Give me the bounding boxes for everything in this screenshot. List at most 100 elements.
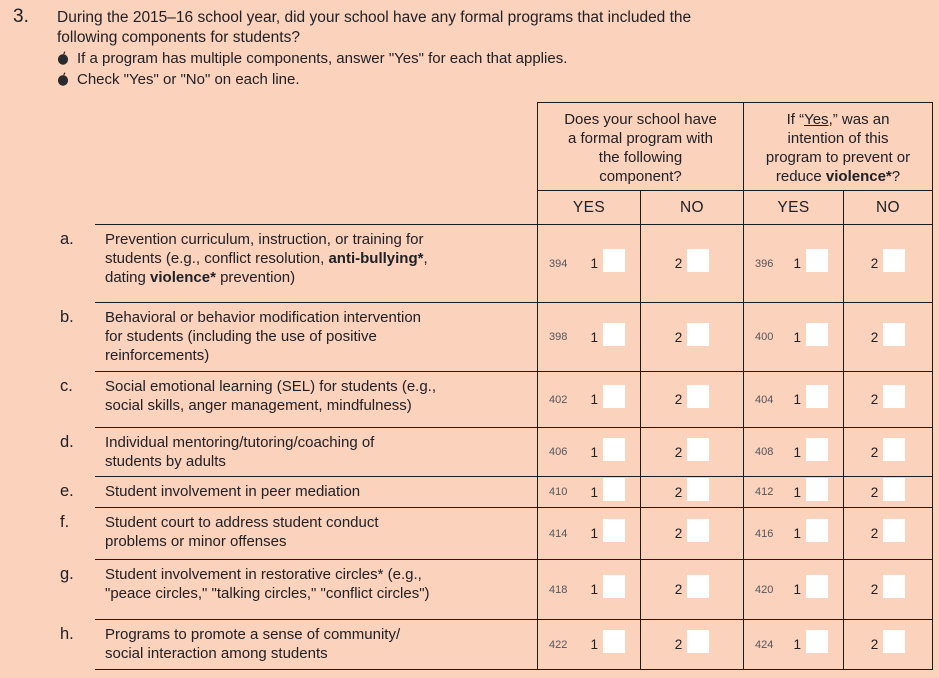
table-row: g. Student involvement in restorative ci…: [55, 560, 933, 620]
answer-value-label: 2: [674, 637, 683, 652]
answer-value-label: 2: [870, 329, 879, 345]
checkbox-program-yes[interactable]: [603, 385, 625, 408]
answer-value-label: 2: [870, 392, 879, 407]
checkbox-violence-yes[interactable]: [806, 437, 828, 461]
column-group-header-program: Does your school have a formal program w…: [537, 102, 743, 191]
program-no-cell: 2: [640, 303, 743, 372]
item-code: 416: [755, 527, 774, 540]
item-code: 406: [549, 446, 568, 458]
checkbox-violence-no[interactable]: [883, 477, 906, 501]
apple-bullet-icon: [58, 72, 68, 86]
violence-no-cell: 2: [843, 225, 933, 303]
program-no-cell: 2: [640, 477, 743, 508]
violence-yes-cell: 420 1: [743, 560, 843, 620]
violence-no-cell: 2: [843, 560, 933, 620]
checkbox-program-no[interactable]: [687, 249, 710, 272]
program-no-cell: 2: [640, 560, 743, 620]
answer-value-label: 2: [870, 526, 879, 541]
checkbox-program-yes[interactable]: [603, 249, 625, 272]
row-letter: f.: [60, 513, 70, 531]
checkbox-violence-no[interactable]: [883, 385, 906, 408]
checkbox-program-no[interactable]: [687, 437, 710, 461]
answer-value-label: 2: [674, 392, 683, 407]
checkbox-program-yes[interactable]: [603, 575, 625, 598]
checkbox-program-no[interactable]: [687, 322, 710, 346]
program-no-cell: 2: [640, 225, 743, 303]
row-description: Programs to promote a sense of community…: [95, 620, 537, 670]
table-row: e. Student involvement in peer mediation…: [55, 477, 933, 508]
program-no-cell: 2: [640, 508, 743, 560]
answer-value-label: 2: [674, 444, 683, 460]
answer-value-label: 1: [793, 392, 801, 407]
item-code: 408: [755, 446, 774, 458]
question-text: During the 2015–16 school year, did your…: [57, 9, 692, 46]
item-code: 420: [755, 583, 774, 596]
instruction-text: If a program has multiple components, an…: [77, 50, 568, 67]
table-row: c. Social emotional learning (SEL) for s…: [55, 372, 933, 428]
item-code: 394: [549, 257, 568, 270]
checkbox-violence-yes[interactable]: [806, 575, 828, 598]
column-header-violence-yes: YES: [743, 191, 843, 225]
table-yes-no-header-row: YES NO YES NO: [55, 191, 933, 225]
checkbox-program-no[interactable]: [687, 519, 710, 542]
checkbox-violence-no[interactable]: [883, 322, 906, 346]
checkbox-program-no[interactable]: [687, 385, 710, 408]
answer-value-label: 2: [674, 256, 683, 271]
answer-value-label: 2: [870, 484, 879, 500]
table-group-header-row: Does your school have a formal program w…: [55, 102, 933, 191]
row-letter: b.: [60, 308, 74, 326]
table-row: d. Individual mentoring/tutoring/coachin…: [55, 428, 933, 477]
answer-value-label: 1: [590, 526, 598, 541]
answer-value-label: 2: [674, 582, 683, 597]
checkbox-violence-yes[interactable]: [806, 249, 828, 272]
checkbox-program-yes[interactable]: [603, 477, 625, 501]
checkbox-program-no[interactable]: [687, 477, 710, 501]
violence-yes-cell: 412 1: [743, 477, 843, 508]
checkbox-program-yes[interactable]: [603, 630, 625, 653]
column-header-violence-no: NO: [843, 191, 933, 225]
answer-value-label: 2: [674, 484, 683, 500]
checkbox-violence-no[interactable]: [883, 575, 906, 598]
program-yes-cell: 398 1: [537, 303, 640, 372]
answer-value-label: 1: [793, 637, 801, 652]
row-description: Prevention curriculum, instruction, or t…: [95, 225, 537, 303]
violence-yes-cell: 396 1: [743, 225, 843, 303]
program-yes-cell: 418 1: [537, 560, 640, 620]
row-letter: h.: [60, 625, 74, 643]
checkbox-program-no[interactable]: [687, 630, 710, 653]
violence-yes-cell: 408 1: [743, 428, 843, 477]
violence-no-cell: 2: [843, 428, 933, 477]
violence-no-cell: 2: [843, 372, 933, 428]
violence-yes-cell: 424 1: [743, 620, 843, 670]
program-no-cell: 2: [640, 372, 743, 428]
checkbox-program-yes[interactable]: [603, 519, 625, 542]
checkbox-violence-yes[interactable]: [806, 322, 828, 346]
checkbox-violence-no[interactable]: [883, 519, 906, 542]
checkbox-violence-no[interactable]: [883, 437, 906, 461]
answer-value-label: 2: [674, 526, 683, 541]
checkbox-program-yes[interactable]: [603, 437, 625, 461]
answer-value-label: 1: [590, 484, 598, 500]
program-yes-cell: 422 1: [537, 620, 640, 670]
checkbox-violence-no[interactable]: [883, 630, 906, 653]
instruction-item: If a program has multiple components, an…: [57, 50, 567, 68]
header-spacer: [55, 102, 537, 191]
answer-value-label: 1: [793, 582, 801, 597]
checkbox-violence-yes[interactable]: [806, 519, 828, 542]
column-header-program-yes: YES: [537, 191, 640, 225]
row-description: Behavioral or behavior modification inte…: [95, 303, 537, 372]
checkbox-violence-no[interactable]: [883, 249, 906, 272]
checkbox-violence-yes[interactable]: [806, 630, 828, 653]
checkbox-program-no[interactable]: [687, 575, 710, 598]
program-yes-cell: 394 1: [537, 225, 640, 303]
row-letter: d.: [60, 433, 74, 451]
question-table: Does your school have a formal program w…: [55, 102, 933, 670]
checkbox-program-yes[interactable]: [603, 322, 625, 346]
row-letter: a.: [60, 230, 74, 248]
checkbox-violence-yes[interactable]: [806, 477, 828, 501]
checkbox-violence-yes[interactable]: [806, 385, 828, 408]
answer-value-label: 1: [793, 444, 801, 460]
program-yes-cell: 414 1: [537, 508, 640, 560]
table-row: a. Prevention curriculum, instruction, o…: [55, 225, 933, 303]
